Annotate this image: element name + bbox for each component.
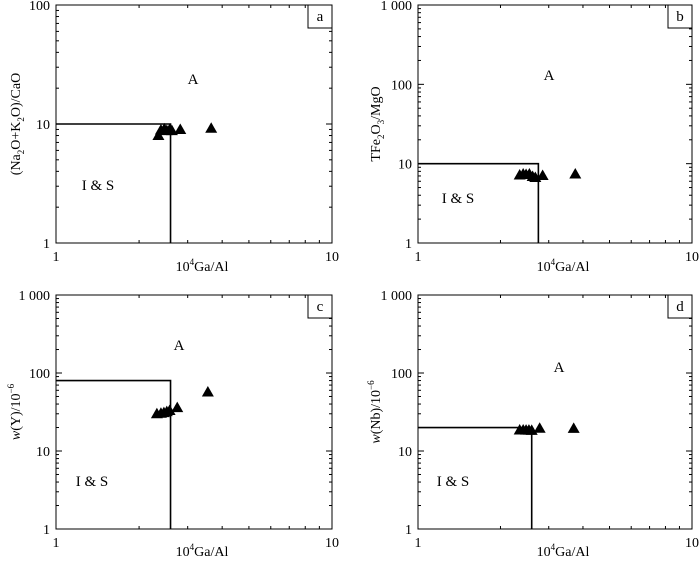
data-point: [201, 386, 214, 397]
x-tick-label: 10: [325, 536, 339, 551]
x-axis-label: 104Ga/Al: [537, 542, 590, 560]
data-point: [536, 169, 549, 180]
data-point: [152, 129, 165, 141]
y-tick-label: 1: [43, 523, 50, 538]
y-tick-label: 10: [398, 158, 412, 173]
region-label-i-s-type: I & S: [442, 191, 475, 207]
x-axis-label: 104Ga/Al: [176, 257, 229, 275]
y-axis-label: TFe2O3/MgO: [369, 86, 386, 161]
y-tick-label: 100: [391, 367, 412, 382]
y-tick-label: 1 000: [381, 289, 413, 304]
y-axis-label: (Na2O+K2O)/CaO: [9, 73, 26, 175]
panel-a: 1 10 1 10 100 104Ga/Al (Na2O+K2O)/CaO a A I & S: [9, 0, 339, 275]
panel-label: a: [317, 9, 324, 25]
panel-c: 1 10 1 10 100 1 000 104Ga/Al w(Y)/10−6 c A I & S: [6, 289, 339, 560]
region-label-a-type: A: [188, 72, 199, 88]
panel-label-box: [667, 294, 693, 319]
y-axis-label: w(Y)/10−6: [6, 383, 24, 440]
x-tick-label: 10: [685, 536, 699, 551]
y-tick-label: 10: [398, 445, 412, 460]
y-tick-label: 100: [29, 0, 50, 14]
x-axis-label: 104Ga/Al: [537, 257, 590, 275]
discrimination-boundary: [418, 162, 540, 243]
y-tick-label: 100: [391, 78, 412, 93]
panel-label: d: [676, 299, 684, 315]
x-tick-label: 1: [53, 536, 60, 551]
data-point: [163, 404, 176, 416]
axis-ticks: [55, 295, 332, 530]
panel-label-box: [307, 294, 333, 319]
discrimination-boundary: [56, 123, 172, 243]
y-tick-label: 1 000: [381, 0, 413, 14]
x-axis-label: 104Ga/Al: [176, 542, 229, 560]
discrimination-boundary: [56, 379, 172, 529]
y-tick-label: 1: [405, 523, 412, 538]
y-axis-label: w(Nb)/10−6: [366, 380, 384, 444]
data-point: [174, 123, 187, 134]
data-point: [205, 122, 218, 133]
panel-label: b: [676, 9, 684, 25]
plot-frame: [417, 294, 693, 530]
plot-frame: [417, 4, 693, 244]
data-point: [533, 422, 546, 433]
axis-ticks: [417, 5, 692, 244]
axis-ticks: [417, 295, 692, 530]
y-tick-label: 1: [405, 237, 412, 252]
region-label-i-s-type: I & S: [82, 178, 115, 194]
x-tick-label: 1: [415, 536, 422, 551]
panel-label: c: [317, 299, 324, 315]
data-point: [165, 124, 178, 136]
x-tick-label: 10: [325, 250, 339, 265]
region-label-i-s-type: I & S: [437, 474, 470, 490]
discrimination-boundary: [418, 426, 533, 529]
x-tick-label: 1: [415, 250, 422, 265]
plot-frame: [55, 294, 333, 530]
x-tick-label: 10: [685, 250, 699, 265]
y-tick-label: 100: [29, 367, 50, 382]
region-label-a-type: A: [554, 360, 565, 376]
x-tick-label: 1: [53, 250, 60, 265]
y-tick-label: 10: [36, 445, 50, 460]
data-point: [567, 422, 580, 433]
panel-label-box: [307, 4, 333, 29]
region-label-i-s-type: I & S: [76, 474, 109, 490]
panel-d: 1 10 1 10 100 1 000 104Ga/Al w(Nb)/10−6 d A I & S: [366, 289, 699, 560]
panel-label-box: [667, 4, 693, 29]
data-point: [171, 401, 184, 413]
y-tick-label: 10: [36, 118, 50, 133]
region-label-a-type: A: [174, 338, 185, 354]
y-tick-label: 1 000: [19, 289, 51, 304]
y-tick-label: 1: [43, 237, 50, 252]
region-label-a-type: A: [544, 68, 555, 84]
panel-b: 1 10 1 10 100 1 000 104Ga/Al TFe2O3/MgO b A I & S: [369, 0, 699, 275]
data-point: [569, 168, 582, 179]
